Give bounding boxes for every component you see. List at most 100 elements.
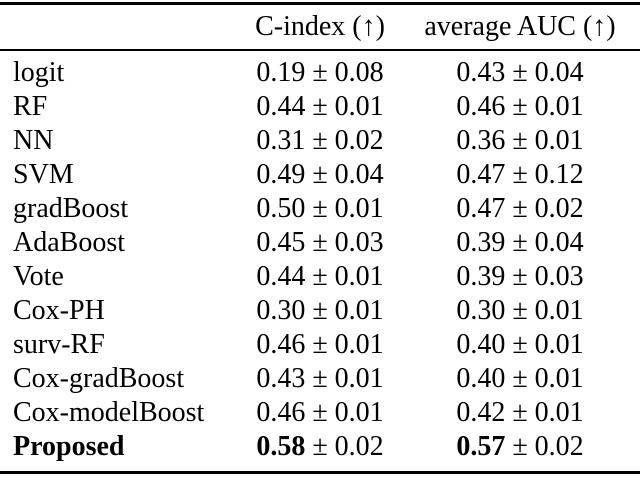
metric-mean: 0.47 [456, 193, 506, 224]
metric-mean: 0.45 [256, 227, 306, 258]
model-name-cell: NN [13, 125, 54, 156]
metric-mean: 0.49 [256, 159, 306, 190]
auc-cell: 0.46 ± 0.01 [400, 90, 640, 124]
metric-mean: 0.44 [256, 261, 306, 292]
auc-cell: 0.39 ± 0.04 [400, 226, 640, 260]
metric-pm: ± 0.01 [312, 329, 384, 360]
model-name-cell: surv-RF [13, 329, 105, 360]
model-name-cell: Cox-modelBoost [13, 397, 205, 428]
metric-mean: 0.46 [256, 397, 306, 428]
metric-pm: ± 0.01 [512, 91, 584, 122]
cindex-cell: 0.58 ± 0.02 [240, 430, 400, 473]
metric-mean: 0.39 [456, 261, 506, 292]
metric-pm: ± 0.08 [312, 57, 384, 88]
model-name-cell: logit [13, 57, 65, 88]
metric-pm: ± 0.03 [312, 227, 384, 258]
metric-mean: 0.36 [456, 125, 506, 156]
metric-mean: 0.47 [456, 159, 506, 190]
metric-mean: 0.39 [456, 227, 506, 258]
model-name-cell: RF [13, 91, 48, 122]
auc-cell: 0.47 ± 0.02 [400, 192, 640, 226]
metric-mean: 0.40 [456, 363, 506, 394]
metric-pm: ± 0.01 [312, 261, 384, 292]
cindex-cell: 0.43 ± 0.01 [240, 362, 400, 396]
auc-cell: 0.42 ± 0.01 [400, 396, 640, 430]
metric-pm: ± 0.01 [312, 363, 384, 394]
metric-pm: ± 0.01 [512, 125, 584, 156]
metric-pm: ± 0.02 [312, 431, 384, 462]
cindex-cell: 0.44 ± 0.01 [240, 90, 400, 124]
metric-pm: ± 0.03 [512, 261, 584, 292]
empty-header-cell [0, 3, 240, 51]
table-row-proposed: Proposed 0.58 ± 0.02 0.57 ± 0.02 [0, 430, 640, 473]
table-row: RF 0.44 ± 0.01 0.46 ± 0.01 [0, 90, 640, 124]
cindex-cell: 0.46 ± 0.01 [240, 328, 400, 362]
table-row: Cox-modelBoost 0.46 ± 0.01 0.42 ± 0.01 [0, 396, 640, 430]
metric-pm: ± 0.01 [512, 329, 584, 360]
table-row: Cox-gradBoost 0.43 ± 0.01 0.40 ± 0.01 [0, 362, 640, 396]
metric-mean: 0.40 [456, 329, 506, 360]
cindex-cell: 0.31 ± 0.02 [240, 124, 400, 158]
auc-cell: 0.36 ± 0.01 [400, 124, 640, 158]
metric-pm: ± 0.01 [512, 363, 584, 394]
metric-mean: 0.58 [256, 431, 306, 462]
auc-cell: 0.40 ± 0.01 [400, 328, 640, 362]
cindex-cell: 0.50 ± 0.01 [240, 192, 400, 226]
table-row: logit 0.19 ± 0.08 0.43 ± 0.04 [0, 50, 640, 90]
metric-pm: ± 0.01 [312, 295, 384, 326]
metric-pm: ± 0.02 [512, 431, 584, 462]
model-name-cell: Cox-PH [13, 295, 105, 326]
column-header-cindex: C-index (↑) [240, 3, 400, 51]
metric-pm: ± 0.01 [512, 397, 584, 428]
metric-mean: 0.46 [256, 329, 306, 360]
metric-pm: ± 0.01 [312, 91, 384, 122]
metric-pm: ± 0.01 [512, 295, 584, 326]
column-header-auc: average AUC (↑) [400, 3, 640, 51]
cindex-cell: 0.46 ± 0.01 [240, 396, 400, 430]
metric-mean: 0.30 [456, 295, 506, 326]
metric-mean: 0.44 [256, 91, 306, 122]
auc-cell: 0.30 ± 0.01 [400, 294, 640, 328]
model-name-cell: Cox-gradBoost [13, 363, 185, 394]
auc-cell: 0.57 ± 0.02 [400, 430, 640, 473]
table-row: Vote 0.44 ± 0.01 0.39 ± 0.03 [0, 260, 640, 294]
table-row: gradBoost 0.50 ± 0.01 0.47 ± 0.02 [0, 192, 640, 226]
cindex-cell: 0.19 ± 0.08 [240, 50, 400, 90]
metric-mean: 0.46 [456, 91, 506, 122]
metric-mean: 0.31 [256, 125, 306, 156]
metric-pm: ± 0.01 [312, 397, 384, 428]
metric-pm: ± 0.04 [512, 57, 584, 88]
metric-pm: ± 0.02 [312, 125, 384, 156]
table-row: SVM 0.49 ± 0.04 0.47 ± 0.12 [0, 158, 640, 192]
metric-mean: 0.57 [456, 431, 506, 462]
metric-mean: 0.43 [256, 363, 306, 394]
table-row: NN 0.31 ± 0.02 0.36 ± 0.01 [0, 124, 640, 158]
table-row: AdaBoost 0.45 ± 0.03 0.39 ± 0.04 [0, 226, 640, 260]
table-header: C-index (↑) average AUC (↑) [0, 3, 640, 51]
cindex-cell: 0.49 ± 0.04 [240, 158, 400, 192]
metric-pm: ± 0.01 [312, 193, 384, 224]
auc-cell: 0.47 ± 0.12 [400, 158, 640, 192]
auc-cell: 0.40 ± 0.01 [400, 362, 640, 396]
model-name-cell: Vote [13, 261, 64, 292]
cindex-cell: 0.30 ± 0.01 [240, 294, 400, 328]
metric-pm: ± 0.02 [512, 193, 584, 224]
cindex-cell: 0.45 ± 0.03 [240, 226, 400, 260]
metric-mean: 0.19 [256, 57, 306, 88]
auc-cell: 0.39 ± 0.03 [400, 260, 640, 294]
metric-mean: 0.30 [256, 295, 306, 326]
table-body: logit 0.19 ± 0.08 0.43 ± 0.04 RF 0.44 ± … [0, 50, 640, 473]
table-row: surv-RF 0.46 ± 0.01 0.40 ± 0.01 [0, 328, 640, 362]
cindex-cell: 0.44 ± 0.01 [240, 260, 400, 294]
model-name-cell: Proposed [13, 431, 125, 462]
model-name-cell: AdaBoost [13, 227, 125, 258]
metric-mean: 0.43 [456, 57, 506, 88]
header-row: C-index (↑) average AUC (↑) [0, 3, 640, 51]
metric-pm: ± 0.04 [512, 227, 584, 258]
metric-pm: ± 0.12 [512, 159, 584, 190]
model-name-cell: SVM [13, 159, 74, 190]
table-row: Cox-PH 0.30 ± 0.01 0.30 ± 0.01 [0, 294, 640, 328]
metric-mean: 0.42 [456, 397, 506, 428]
